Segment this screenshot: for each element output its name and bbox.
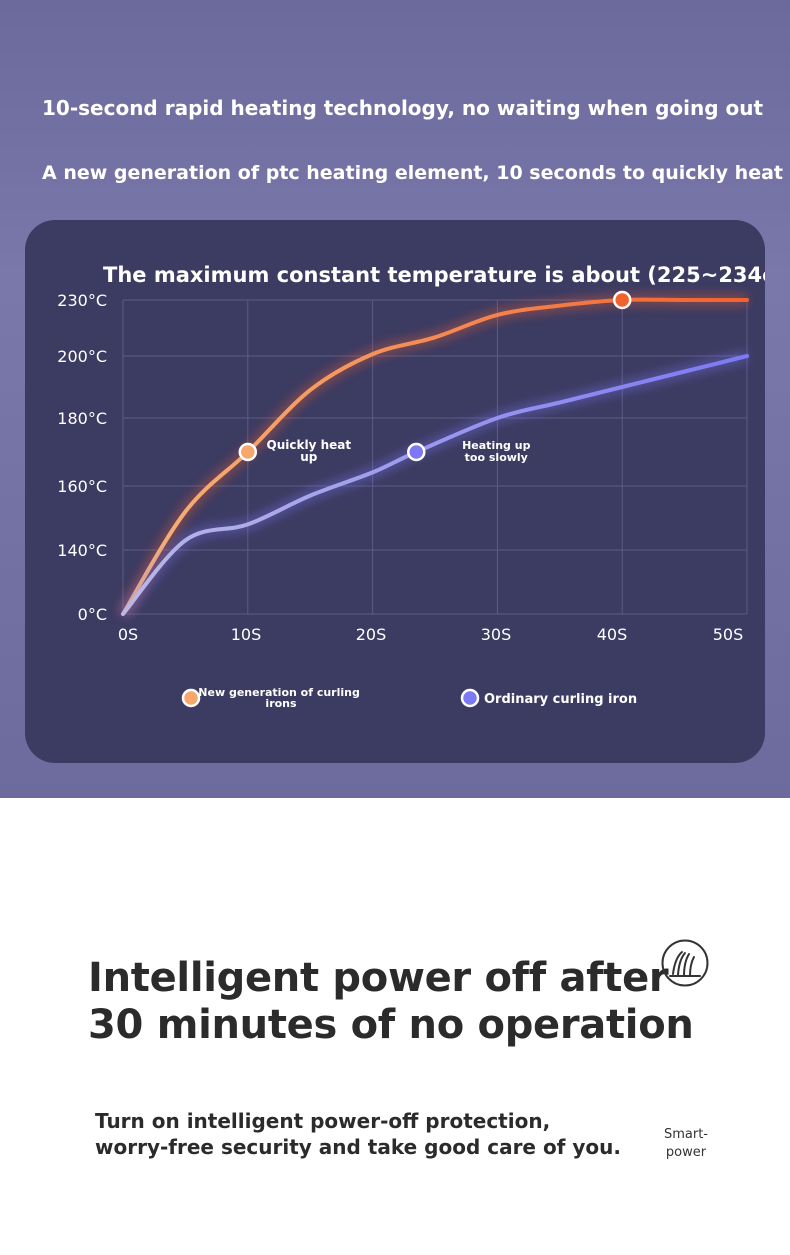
temperature-chart: The maximum constant temperature is abou…	[57, 263, 765, 710]
annotation-marker	[238, 442, 258, 462]
legend-label-new-line1: New generation of curling	[198, 686, 360, 699]
series-new-line	[121, 297, 749, 616]
legend-label-new-line2: irons	[265, 697, 297, 710]
annotation-marker	[407, 442, 426, 462]
annotation-marker	[612, 290, 632, 310]
power-off-section: Intelligent power off after 30 minutes o…	[0, 798, 790, 1255]
x-tick-label: 30S	[481, 625, 512, 644]
annotation-label-line: too slowly	[465, 451, 528, 464]
legend-label-ordinary: Ordinary curling iron	[484, 692, 637, 707]
legend-marker-new	[181, 688, 201, 708]
power-off-description: Turn on intelligent power-off protection…	[95, 1108, 655, 1160]
heating-section: 10-second rapid heating technology, no w…	[0, 0, 790, 798]
annotation-label: Quickly heat up	[267, 438, 352, 464]
series-group	[117, 293, 749, 618]
chart-title: The maximum constant temperature is abou…	[103, 263, 765, 287]
power-off-description-line2: worry-free security and take good care o…	[95, 1135, 621, 1159]
legend-label-new: New generation of curling irons	[198, 686, 363, 710]
x-axis: 0S 10S 20S 30S 40S 50S	[118, 625, 743, 644]
y-tick-label: 200°C	[57, 347, 107, 366]
power-off-title: Intelligent power off after 30 minutes o…	[88, 955, 708, 1049]
x-tick-label: 50S	[713, 625, 744, 644]
smart-power-label: Smart- power	[648, 1126, 724, 1162]
smart-power-label-line1: Smart-	[663, 1127, 708, 1142]
series-new-line-glow	[117, 293, 747, 618]
y-tick-label: 230°C	[57, 291, 107, 310]
power-off-title-line2: 30 minutes of no operation	[88, 1002, 694, 1048]
legend: New generation of curling irons Ordinary…	[181, 686, 637, 710]
annotations: Quickly heat up Heating up too slowly	[238, 290, 632, 464]
annotation-label-line: Heating up	[462, 439, 530, 452]
annotation-label-line: Quickly heat	[267, 438, 352, 452]
power-off-description-line1: Turn on intelligent power-off protection…	[95, 1109, 551, 1133]
x-tick-label: 10S	[231, 625, 262, 644]
y-tick-label: 0°C	[78, 605, 107, 624]
x-tick-label: 0S	[118, 625, 138, 644]
y-axis: 0°C 140°C 160°C 180°C 200°C 230°C	[57, 291, 107, 624]
legend-marker-ordinary	[460, 688, 480, 708]
x-tick-label: 20S	[356, 625, 387, 644]
grid	[122, 299, 748, 615]
legend-item-new: New generation of curling irons	[181, 686, 363, 710]
y-tick-label: 180°C	[57, 409, 107, 428]
chart-card: The maximum constant temperature is abou…	[25, 220, 765, 763]
subheadline: A new generation of ptc heating element,…	[42, 162, 783, 184]
headline: 10-second rapid heating technology, no w…	[42, 96, 764, 120]
y-tick-label: 140°C	[57, 541, 107, 560]
annotation-label-line: up	[300, 450, 318, 464]
annotation-label: Heating up too slowly	[462, 439, 530, 464]
x-tick-label: 40S	[597, 625, 628, 644]
y-tick-label: 160°C	[57, 477, 107, 496]
smart-power-label-line2: power	[665, 1145, 707, 1160]
legend-item-ordinary: Ordinary curling iron	[460, 688, 637, 708]
hair-strand-icon	[661, 939, 709, 987]
power-off-title-line1: Intelligent power off after	[88, 955, 669, 1001]
